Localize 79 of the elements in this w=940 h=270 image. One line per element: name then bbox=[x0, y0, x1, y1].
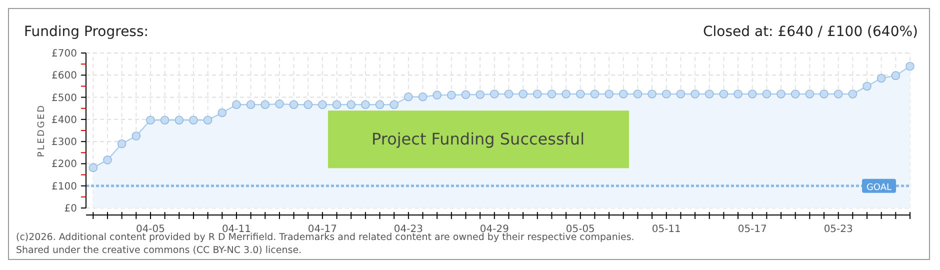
point bbox=[346, 100, 356, 109]
point bbox=[676, 90, 686, 98]
point bbox=[404, 92, 413, 102]
point bbox=[418, 92, 428, 102]
point bbox=[820, 90, 828, 98]
point bbox=[246, 100, 256, 109]
point bbox=[275, 100, 284, 108]
point bbox=[375, 100, 384, 109]
point bbox=[103, 156, 112, 164]
text: Shared under the creative commons (CC BY-NC 3.0) license. bbox=[16, 245, 302, 256]
point bbox=[547, 90, 556, 98]
point bbox=[160, 116, 170, 124]
y-tick-label: £700 bbox=[52, 48, 77, 60]
point bbox=[432, 90, 442, 100]
x-tick-label: 04-05 bbox=[136, 224, 166, 235]
point bbox=[146, 116, 155, 124]
chart-title: Funding Progress: bbox=[24, 24, 148, 40]
x-tick-label: 04-23 bbox=[394, 224, 423, 235]
y-tick-label: £400 bbox=[52, 114, 77, 126]
annotation: Project Funding Successful bbox=[371, 129, 585, 148]
point bbox=[891, 71, 900, 80]
point bbox=[776, 90, 786, 98]
point bbox=[805, 90, 814, 98]
x-tick-label: 05-11 bbox=[652, 224, 681, 235]
point bbox=[189, 116, 198, 124]
point bbox=[862, 82, 872, 91]
point bbox=[490, 90, 499, 98]
point bbox=[662, 90, 671, 98]
point bbox=[390, 100, 399, 109]
chart-subtitle: Closed at: £640 / £100 (640%) bbox=[703, 24, 918, 40]
x-tick-label: 05-05 bbox=[566, 224, 595, 235]
point bbox=[648, 90, 656, 98]
point bbox=[734, 90, 742, 98]
point bbox=[117, 139, 126, 148]
y-tick-label: £300 bbox=[52, 137, 77, 148]
point bbox=[848, 90, 858, 98]
point bbox=[906, 62, 914, 71]
point bbox=[748, 90, 757, 98]
point bbox=[618, 90, 628, 98]
point bbox=[88, 163, 98, 172]
point bbox=[876, 74, 886, 83]
point bbox=[690, 90, 700, 98]
y-tick-label: £500 bbox=[52, 92, 77, 104]
point bbox=[762, 90, 772, 98]
point bbox=[790, 90, 800, 98]
point bbox=[174, 116, 184, 124]
x-tick-label: 05-17 bbox=[738, 224, 767, 235]
point bbox=[232, 100, 241, 109]
y-tick-label: £0 bbox=[64, 204, 77, 214]
x-tick-label: 05-23 bbox=[824, 224, 853, 235]
point bbox=[203, 116, 212, 124]
point bbox=[332, 100, 342, 109]
y-tick-label: £200 bbox=[52, 159, 77, 170]
point bbox=[719, 90, 728, 98]
point bbox=[476, 90, 484, 100]
point bbox=[361, 100, 370, 109]
point bbox=[504, 90, 514, 98]
ref-line-label: GOAL bbox=[866, 182, 892, 193]
point bbox=[834, 90, 843, 98]
point bbox=[604, 90, 614, 98]
point bbox=[461, 90, 470, 100]
point bbox=[518, 90, 528, 98]
point bbox=[704, 90, 714, 98]
point bbox=[132, 132, 141, 140]
point bbox=[304, 100, 313, 109]
point bbox=[318, 100, 327, 109]
point bbox=[260, 100, 270, 109]
point bbox=[218, 108, 227, 118]
y-tick-label: £600 bbox=[52, 70, 77, 82]
point bbox=[576, 90, 585, 98]
text: (c)2026. Additional content provided by R D Merrifield. Trademarks and related content are owned by their respective companies. bbox=[16, 232, 634, 243]
y-axis-title: PLEDGED bbox=[37, 104, 47, 158]
point bbox=[590, 90, 600, 98]
point bbox=[633, 90, 642, 98]
point bbox=[447, 90, 456, 100]
point bbox=[533, 90, 542, 98]
y-tick-label: £100 bbox=[52, 181, 77, 192]
point bbox=[562, 90, 570, 98]
point bbox=[289, 100, 298, 109]
